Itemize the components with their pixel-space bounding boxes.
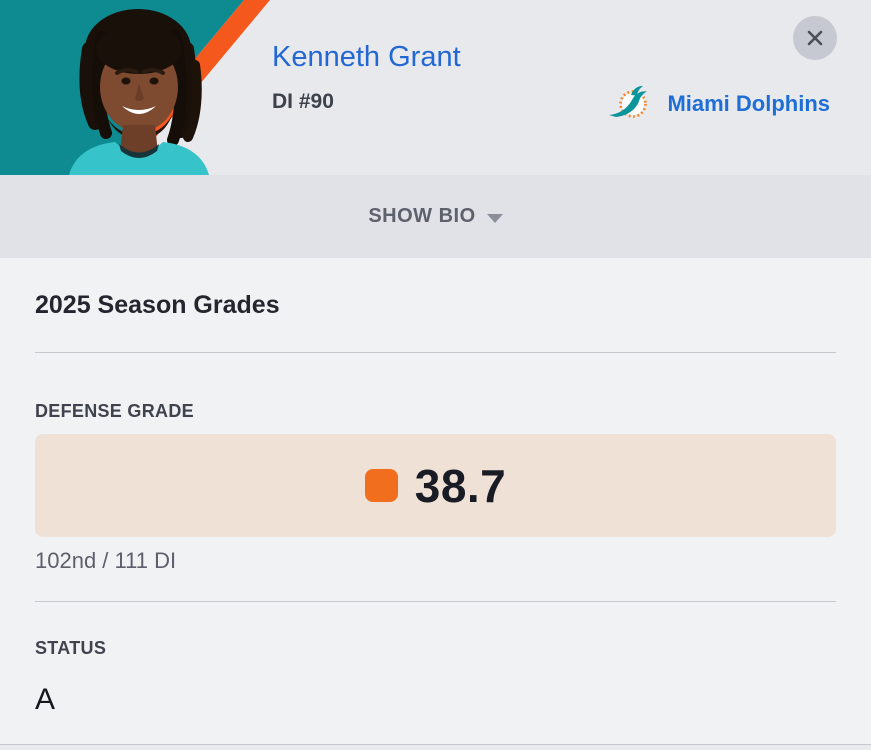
close-icon (807, 30, 823, 46)
defense-grade-rank: 102nd / 111 DI (35, 548, 177, 573)
player-position-number: DI #90 (272, 90, 334, 113)
status-label: STATUS (35, 638, 107, 658)
bottom-strip (0, 745, 871, 750)
player-header-banner: Kenneth Grant DI #90 Miami Dolphins (0, 0, 871, 175)
player-name: Kenneth Grant (272, 41, 461, 73)
miami-dolphins-logo-icon (609, 85, 648, 118)
team-name[interactable]: Miami Dolphins (667, 91, 830, 116)
divider (35, 601, 836, 602)
divider (0, 744, 871, 745)
status-value: A (35, 683, 56, 716)
defense-grade-label: DEFENSE GRADE (35, 401, 194, 421)
team-link[interactable]: Miami Dolphins (606, 84, 830, 124)
chevron-down-icon (486, 213, 503, 223)
divider (35, 352, 836, 353)
defense-grade-box: 38.7 (35, 434, 836, 537)
season-grades-title: 2025 Season Grades (35, 291, 280, 319)
player-headshot-photo (69, 9, 209, 175)
grade-color-marker (364, 469, 398, 502)
defense-grade-value: 38.7 (414, 459, 507, 512)
close-button[interactable] (793, 16, 837, 60)
show-bio-toggle[interactable]: SHOW BIO (0, 175, 871, 258)
show-bio-label: SHOW BIO (368, 205, 476, 227)
